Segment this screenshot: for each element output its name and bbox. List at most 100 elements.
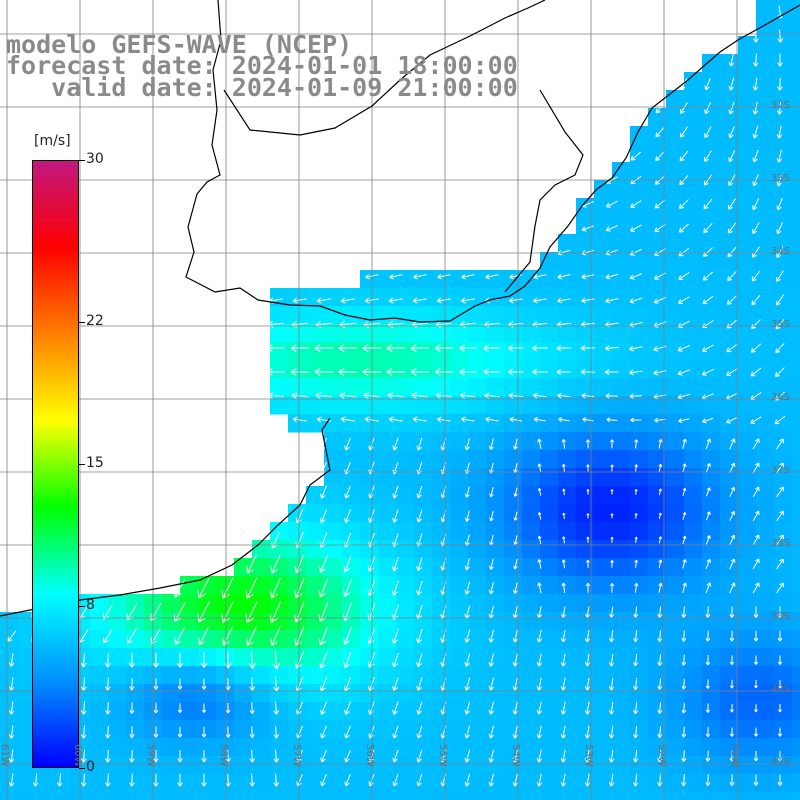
speed-cell: [324, 396, 343, 415]
speed-cell: [324, 378, 343, 397]
speed-cell: [288, 720, 307, 739]
speed-cell: [216, 792, 235, 800]
speed-cell: [396, 486, 415, 505]
speed-cell: [468, 450, 487, 469]
wind-arrow: [338, 367, 358, 376]
wind-arrow: [726, 295, 737, 305]
speed-cell: [90, 756, 109, 775]
wind-arrow: [464, 629, 471, 643]
wind-arrow: [657, 773, 663, 787]
wind-arrow: [177, 773, 183, 787]
speed-cell: [306, 684, 325, 703]
wind-arrow: [632, 749, 639, 763]
wind-arrow: [657, 702, 663, 714]
wind-arrow: [460, 297, 475, 304]
wind-arrow: [705, 511, 711, 521]
speed-cell: [648, 738, 667, 757]
speed-cell: [648, 450, 667, 469]
wind-arrow: [586, 559, 590, 568]
speed-cell: [612, 396, 631, 415]
speed-cell: [792, 720, 800, 739]
wind-arrow: [751, 270, 761, 282]
wind-arrow: [342, 579, 352, 597]
wind-arrow: [610, 464, 614, 472]
speed-cell: [162, 594, 181, 613]
speed-cell: [540, 360, 559, 379]
wind-arrow: [705, 558, 712, 569]
speed-cell: [720, 792, 739, 800]
speed-cell: [288, 756, 307, 775]
speed-cell: [522, 558, 541, 577]
speed-cell: [792, 378, 800, 397]
speed-cell: [198, 648, 217, 667]
speed-cell: [270, 792, 289, 800]
speed-cell: [18, 648, 37, 667]
speed-cell: [738, 270, 757, 289]
wind-arrow: [391, 652, 399, 668]
speed-cell: [774, 720, 793, 739]
speed-cell: [774, 126, 793, 145]
wind-arrow: [586, 536, 590, 543]
speed-cell: [360, 270, 379, 289]
speed-cell: [162, 648, 181, 667]
speed-cell: [756, 198, 775, 217]
speed-cell: [396, 756, 415, 775]
speed-cell: [162, 774, 181, 793]
speed-cell: [648, 414, 667, 433]
wind-arrow: [129, 702, 135, 714]
wind-arrow: [488, 773, 495, 787]
wind-arrow: [608, 749, 615, 763]
speed-cell: [720, 378, 739, 397]
speed-cell: [738, 648, 757, 667]
wind-arrow: [314, 344, 334, 353]
wind-arrow: [81, 749, 87, 763]
wind-arrow: [488, 725, 495, 739]
speed-cell: [594, 702, 613, 721]
speed-cell: [738, 504, 757, 523]
speed-cell: [738, 522, 757, 541]
wind-arrow: [560, 749, 567, 763]
speed-cell: [594, 576, 613, 595]
speed-cell: [576, 252, 595, 271]
wind-arrow: [318, 578, 329, 598]
speed-cell: [720, 252, 739, 271]
speed-cell: [738, 342, 757, 361]
wind-arrow: [776, 486, 784, 498]
speed-cell: [612, 792, 631, 800]
speed-cell: [324, 324, 343, 343]
wind-arrow: [537, 535, 542, 545]
speed-cell: [180, 792, 199, 800]
wind-arrow: [729, 462, 736, 474]
speed-cell: [252, 630, 271, 649]
wind-arrow: [679, 150, 689, 162]
speed-cell: [738, 576, 757, 595]
wind-arrow: [633, 654, 639, 667]
wind-arrow: [776, 582, 784, 594]
speed-cell: [396, 360, 415, 379]
wind-arrow: [512, 605, 519, 619]
wind-arrow: [753, 727, 759, 737]
wind-arrow: [513, 511, 518, 521]
speed-cell: [198, 576, 217, 595]
speed-cell: [720, 234, 739, 253]
wind-arrow: [105, 677, 111, 691]
wind-arrow: [657, 654, 663, 666]
wind-arrow: [729, 534, 736, 545]
speed-cell: [558, 630, 577, 649]
wind-arrow: [459, 368, 477, 376]
wind-arrow: [608, 653, 615, 667]
speed-cell: [198, 756, 217, 775]
speed-cell: [684, 774, 703, 793]
speed-cell: [414, 594, 433, 613]
speed-cell: [162, 756, 181, 775]
wind-arrow: [411, 392, 429, 400]
speed-cell: [576, 756, 595, 775]
speed-cell: [630, 432, 649, 451]
speed-cell: [306, 594, 325, 613]
wind-arrow: [728, 101, 735, 115]
speed-cell: [378, 594, 397, 613]
wind-arrow: [269, 577, 281, 599]
speed-cell: [396, 702, 415, 721]
speed-cell: [738, 468, 757, 487]
speed-cell: [18, 702, 37, 721]
